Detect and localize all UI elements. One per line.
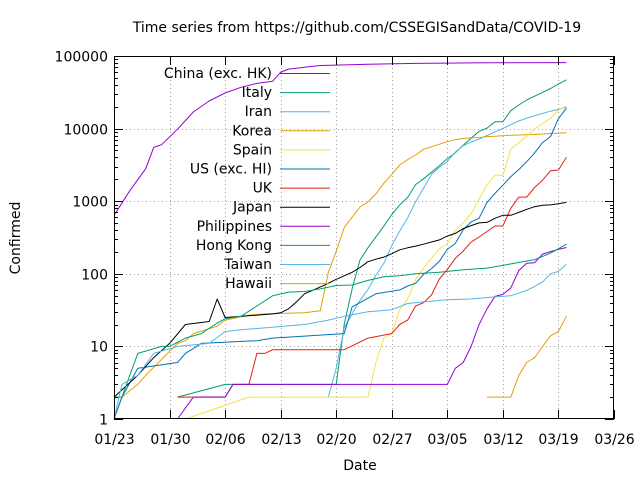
- series-lines: [113, 62, 567, 420]
- series-line-us-exc-hi: [113, 107, 567, 420]
- x-tick-label: 02/06: [205, 432, 245, 448]
- legend-item-china-exc-hk: China (exc. HK): [164, 66, 330, 82]
- grid: [114, 56, 614, 419]
- y-tick-label: 10: [90, 340, 108, 356]
- legend-label: US (exc. HI): [190, 162, 272, 178]
- x-tick-label: 03/05: [427, 432, 467, 448]
- y-tick-label: 100: [81, 268, 108, 284]
- x-tick-label: 02/27: [372, 432, 412, 448]
- series-line-japan: [113, 201, 567, 398]
- legend-label: Iran: [245, 104, 272, 120]
- plot-frame: [114, 56, 614, 419]
- series-line-philippines: [177, 247, 567, 420]
- y-axis-label: Confirmed: [8, 202, 24, 275]
- x-tick-label: 03/26: [594, 432, 634, 448]
- legend-label: Taiwan: [223, 257, 272, 273]
- series-line-iran: [327, 106, 567, 398]
- x-tick-label: 01/30: [150, 432, 190, 448]
- y-tick-label: 10000: [63, 123, 108, 139]
- legend-item-japan: Japan: [232, 200, 330, 216]
- y-tick-label: 100000: [55, 50, 108, 66]
- x-tick-label: 03/19: [538, 432, 578, 448]
- legend-label: Italy: [242, 85, 272, 101]
- series-line-italy: [177, 79, 567, 398]
- legend-item-korea: Korea: [232, 123, 330, 139]
- legend-item-taiwan: Taiwan: [223, 257, 330, 273]
- x-tick-label: 02/13: [261, 432, 301, 448]
- legend-item-uk: UK: [253, 181, 330, 197]
- legend-item-spain: Spain: [233, 142, 330, 158]
- x-axis-ticks: 01/23 01/30 02/06 02/13 02/20 02/27 03/05 03/12…: [94, 56, 635, 448]
- y-tick-label: 1: [99, 413, 108, 429]
- legend: China (exc. HK) Italy Iran Korea Spain US (ex…: [164, 66, 330, 292]
- series-line-hawaii: [487, 316, 567, 398]
- legend-item-philippines: Philippines: [197, 219, 330, 235]
- legend-label: Hong Kong: [196, 238, 272, 254]
- x-tick-label: 03/12: [483, 432, 523, 448]
- legend-label: Korea: [232, 123, 272, 139]
- legend-label: Philippines: [197, 219, 272, 235]
- legend-item-hawaii: Hawaii: [225, 276, 330, 292]
- legend-label: UK: [253, 181, 273, 197]
- legend-item-us-exc-hi: US (exc. HI): [190, 162, 330, 178]
- legend-item-iran: Iran: [245, 104, 330, 120]
- x-axis-label: Date: [343, 458, 376, 474]
- legend-label: Spain: [233, 142, 272, 158]
- legend-label: Japan: [232, 200, 272, 216]
- legend-label: Hawaii: [225, 276, 272, 292]
- y-tick-label: 1000: [72, 195, 108, 211]
- legend-label: China (exc. HK): [164, 66, 272, 82]
- series-line-hong-kong: [114, 243, 567, 398]
- series-line-spain: [185, 105, 567, 420]
- legend-item-hong-kong: Hong Kong: [196, 238, 330, 254]
- series-line-korea: [113, 132, 567, 420]
- series-line-china-exc-hk: [113, 62, 567, 216]
- series-line-taiwan: [113, 263, 567, 420]
- x-tick-label: 01/23: [94, 432, 134, 448]
- legend-item-italy: Italy: [242, 85, 330, 101]
- chart-title: Time series from https://github.com/CSSE…: [132, 20, 581, 36]
- y-axis-ticks: 1 10 100 1000 10000 100000: [55, 50, 614, 429]
- series-line-uk: [177, 157, 567, 398]
- x-tick-label: 02/20: [316, 432, 356, 448]
